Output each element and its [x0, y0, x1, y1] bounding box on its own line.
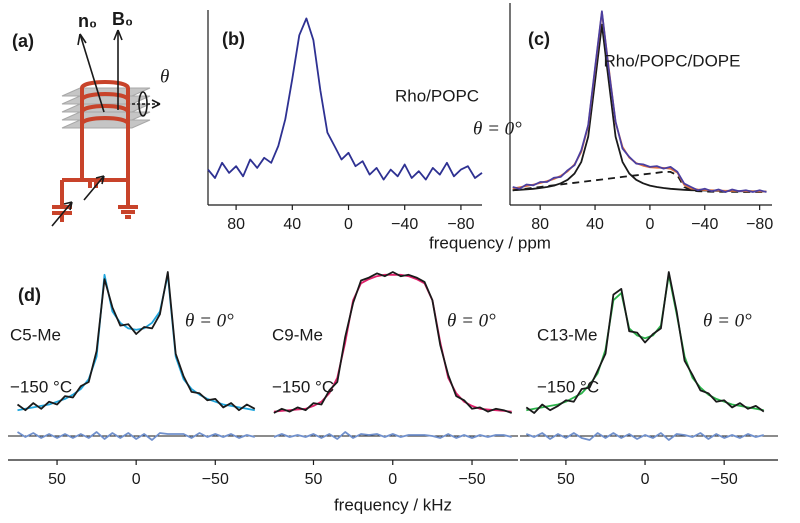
annotation: Rho/POPC/DOPE — [604, 51, 741, 70]
spectrum-line — [273, 271, 512, 414]
panel-label: (b) — [222, 29, 245, 49]
panel-label: (d) — [18, 285, 41, 305]
spectrum-line — [207, 17, 483, 181]
x-tick-label: −80 — [746, 216, 773, 233]
x-tick-label: 50 — [48, 471, 66, 488]
x-tick-label: 0 — [388, 471, 397, 488]
spectrum-line — [526, 273, 764, 412]
angle-label: θ = 0° — [447, 310, 496, 331]
sample-label: C9-Me — [272, 325, 323, 344]
spectrum-line — [525, 432, 765, 441]
x-axis-label: frequency / ppm — [429, 233, 551, 252]
x-tick-label: −40 — [691, 216, 718, 233]
spectrum-line — [525, 271, 765, 414]
sample-label: C13-Me — [537, 325, 597, 344]
angle-label: θ = 0° — [473, 118, 522, 139]
x-tick-label: 50 — [305, 471, 323, 488]
x-axis-label: frequency / kHz — [334, 495, 452, 514]
spectrum-line — [512, 10, 767, 193]
x-tick-label: −50 — [202, 471, 229, 488]
spectrum-line — [273, 273, 512, 413]
x-tick-label: 80 — [531, 216, 549, 233]
x-tick-label: −50 — [458, 471, 485, 488]
vector-label: B₀ — [112, 9, 133, 29]
panel-label: (c) — [528, 29, 550, 49]
x-tick-label: 0 — [344, 216, 353, 233]
spectrum-line — [512, 23, 767, 193]
angle-label: θ = 0° — [703, 310, 752, 331]
spectrum-line — [17, 273, 255, 412]
angle-label: θ = 0° — [185, 310, 234, 331]
temperature-label: −150 °C — [10, 377, 72, 396]
panel-label: (a) — [12, 31, 34, 51]
x-tick-label: 40 — [283, 216, 301, 233]
coil-diagram: (a) n₀ B₀ θ — [12, 9, 169, 227]
spectrum-line — [273, 431, 512, 440]
vector-label: n₀ — [78, 11, 97, 31]
sample-label: C5-Me — [10, 325, 61, 344]
temperature-label: −150 °C — [537, 377, 599, 396]
x-tick-label: 40 — [586, 216, 604, 233]
x-tick-label: 50 — [557, 471, 575, 488]
annotation: Rho/POPC — [395, 86, 479, 105]
temperature-label: −150 °C — [272, 377, 334, 396]
angle-label: θ — [160, 66, 169, 87]
x-tick-label: 0 — [645, 216, 654, 233]
x-tick-label: −40 — [391, 216, 418, 233]
x-tick-label: −50 — [711, 471, 738, 488]
spectrum-line — [17, 431, 256, 441]
x-tick-label: 0 — [132, 471, 141, 488]
spectrum-line — [16, 271, 256, 412]
x-tick-label: 80 — [227, 216, 245, 233]
x-tick-label: −80 — [447, 216, 474, 233]
x-tick-label: 0 — [641, 471, 650, 488]
